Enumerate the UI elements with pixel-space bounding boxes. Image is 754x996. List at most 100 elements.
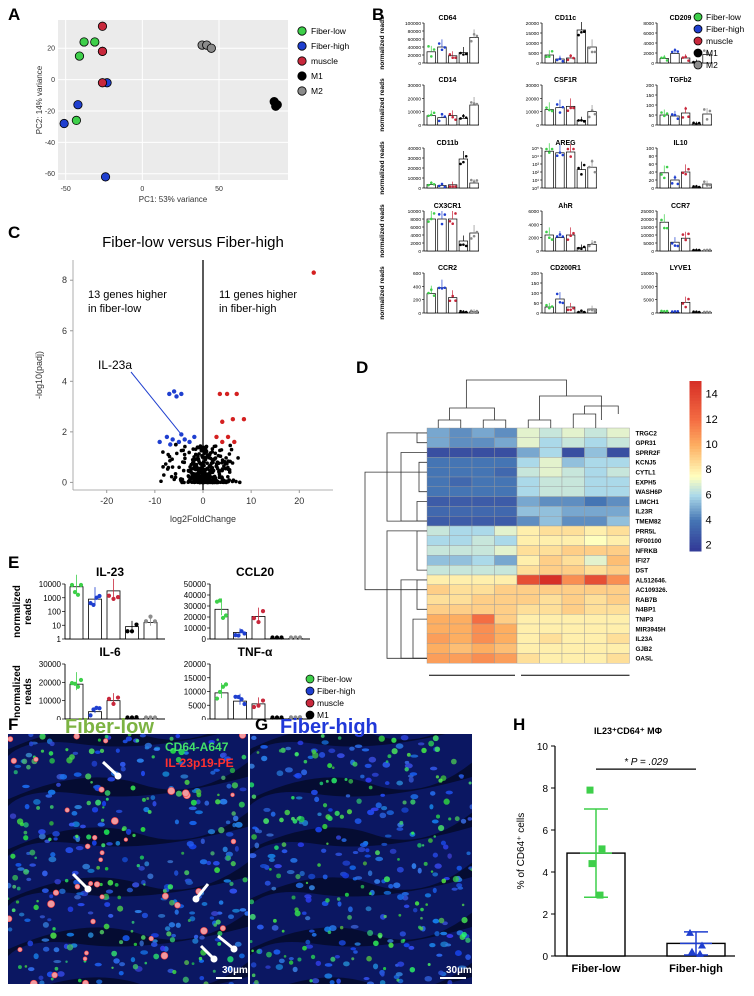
- ns-gene-point: [234, 479, 238, 484]
- nucleus: [324, 963, 333, 967]
- data-point: [459, 243, 462, 247]
- heatmap-cell: [606, 643, 630, 654]
- y-tick-label: 0: [651, 249, 654, 255]
- cd64-cell: [441, 878, 447, 884]
- data-point: [106, 696, 112, 701]
- bar: [681, 112, 691, 126]
- subplot-title: CD209: [670, 15, 692, 22]
- nucleus: [28, 734, 34, 738]
- ns-gene-point: [191, 479, 196, 483]
- nucleus: [295, 796, 303, 800]
- ns-gene-point: [230, 461, 235, 465]
- y-tick-label: 10000: [184, 688, 207, 697]
- data-point: [432, 182, 436, 186]
- data-point: [464, 155, 468, 158]
- nucleus: [284, 767, 293, 773]
- nucleus: [337, 901, 342, 907]
- cd64-cell: [187, 919, 191, 923]
- y-tick-label: 0: [651, 123, 654, 129]
- legend-label: M2: [706, 60, 718, 70]
- heatmap-row-label: AC109326.: [636, 587, 668, 594]
- cd64-cell: [387, 754, 392, 759]
- bar: [555, 107, 565, 126]
- bar: [426, 115, 436, 126]
- cd64-cell: [40, 749, 45, 753]
- cd64-cell: [288, 960, 294, 965]
- heatmap-cell: [471, 447, 495, 458]
- cd64-cell: [64, 878, 69, 883]
- nucleus: [139, 734, 146, 738]
- cd64-cell: [34, 856, 37, 860]
- data-point: [588, 115, 591, 119]
- heatmap-cell: [584, 457, 608, 468]
- cd64-cell: [311, 749, 317, 755]
- data-point: [708, 109, 712, 113]
- colorbar-segment: [689, 426, 702, 430]
- cd64-cell: [250, 899, 255, 905]
- fiber-high-gene-point: [220, 419, 225, 424]
- heatmap-cell: [539, 457, 563, 468]
- nucleus: [185, 880, 194, 885]
- data-point: [590, 159, 594, 163]
- il23-cell: [167, 787, 176, 795]
- nucleus: [334, 955, 340, 959]
- colorbar-tick-label: 10: [706, 439, 718, 451]
- nucleus: [223, 756, 232, 762]
- data-point: [596, 891, 604, 899]
- ns-gene-point: [224, 456, 228, 460]
- subplot-title: IL-23: [96, 565, 124, 579]
- nucleus: [244, 911, 248, 916]
- data-point: [580, 173, 583, 176]
- data-point: [663, 176, 666, 180]
- cd64-cell: [15, 900, 20, 904]
- nucleus: [226, 783, 232, 789]
- data-point: [260, 609, 266, 614]
- cd64-cell: [23, 835, 29, 841]
- nucleus: [345, 794, 351, 798]
- heatmap-cell: [449, 525, 473, 537]
- nucleus: [370, 807, 379, 812]
- nucleus: [49, 894, 54, 899]
- heatmap-cell: [606, 515, 630, 527]
- cd64-cell: [263, 818, 270, 824]
- data-point: [569, 234, 572, 238]
- data-point: [566, 147, 570, 151]
- cd64-cell: [8, 897, 10, 900]
- y-tick-label: 4: [62, 376, 67, 386]
- nucleus: [218, 900, 224, 905]
- dark-fiber-band: [250, 912, 472, 956]
- data-point: [593, 112, 597, 116]
- legend-marker: [693, 24, 703, 34]
- nucleus: [308, 873, 316, 880]
- cd64-cell: [326, 842, 329, 845]
- data-point: [558, 111, 562, 114]
- cd64-cell: [281, 842, 287, 847]
- data-point: [152, 619, 158, 624]
- data-point: [569, 106, 572, 110]
- ns-gene-point: [187, 450, 191, 455]
- nucleus: [384, 834, 392, 838]
- y-tick-label: 60000: [408, 37, 422, 43]
- cd64-cell: [102, 893, 110, 900]
- data-point: [115, 595, 121, 600]
- cd64-cell: [366, 955, 372, 962]
- y-axis-label-line1: normalized: [12, 665, 23, 718]
- cd64-cell: [238, 801, 245, 808]
- y-tick-label: 10000: [526, 41, 540, 47]
- heatmap-cell: [494, 594, 518, 605]
- y-tick-label: 0: [536, 249, 539, 255]
- cd64-cell: [339, 925, 344, 930]
- cd64-cell: [378, 934, 382, 939]
- cd64-cell: [104, 790, 111, 796]
- y-axis-label-line2: reads: [23, 598, 34, 625]
- y-tick-label: 0: [418, 186, 421, 192]
- nucleus: [305, 916, 311, 921]
- data-point: [566, 238, 570, 241]
- il23-cell: [230, 838, 237, 845]
- subplot-title: CCR2: [438, 265, 457, 272]
- cd64-cell: [16, 886, 21, 891]
- data-point: [697, 185, 701, 189]
- cd64-cell: [421, 844, 425, 847]
- cd64-cell: [437, 824, 445, 832]
- nucleus: [454, 950, 462, 957]
